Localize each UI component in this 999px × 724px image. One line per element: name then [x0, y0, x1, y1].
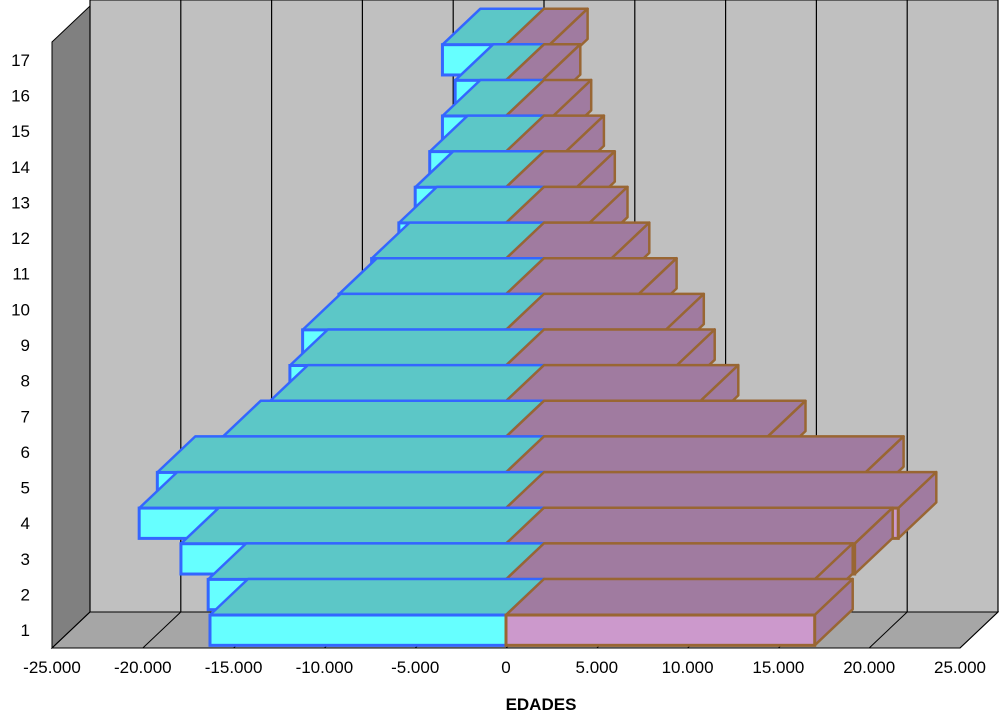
- bar-left-1: [208, 577, 546, 647]
- x-tick-label: 10.000: [662, 658, 714, 677]
- y-tick-label: 16: [11, 86, 30, 105]
- x-axis-title: EDADES: [506, 695, 577, 714]
- y-tick-label: 4: [21, 514, 30, 533]
- gridline-floor-1: [142, 611, 182, 649]
- bar-top-face: [137, 470, 546, 510]
- x-tick-label: -5.000: [391, 658, 439, 677]
- y-tick-label: 8: [21, 372, 30, 391]
- bar-top-face: [208, 577, 546, 617]
- bar-top-face: [504, 577, 854, 617]
- bars: [137, 7, 938, 647]
- bar-top-face: [301, 292, 546, 332]
- x-tick-label: 15.000: [752, 658, 804, 677]
- y-tick-label: 14: [11, 158, 30, 177]
- y-tick-label: 10: [11, 300, 30, 319]
- y-tick-label: 13: [11, 193, 30, 212]
- bar-top-face: [268, 363, 546, 403]
- x-axis-tick-labels: -25.000 -20.000 -15.000 -10.000 -5.000 0 5.000…: [23, 658, 986, 677]
- bar-front-face: [504, 613, 817, 647]
- bar-top-face: [504, 435, 905, 474]
- x-tick-label: 20.000: [843, 658, 895, 677]
- bar-top-face: [206, 542, 546, 581]
- bar-top-face: [504, 470, 938, 510]
- x-tick-label: -10.000: [296, 658, 354, 677]
- x-tick-label: 25.000: [934, 658, 986, 677]
- gridline-floor-9: [868, 611, 908, 649]
- x-tick-label: 5.000: [576, 658, 619, 677]
- bar-front-face: [208, 613, 508, 647]
- bar-top-face: [179, 506, 546, 545]
- bar-top-face: [504, 506, 894, 545]
- y-tick-label: 5: [21, 479, 30, 498]
- y-tick-label: 17: [11, 51, 30, 70]
- y-tick-label: 3: [21, 550, 30, 569]
- bar-top-face: [156, 435, 546, 474]
- y-tick-label: 15: [11, 122, 30, 141]
- y-tick-label: 9: [21, 336, 30, 355]
- bar-top-face: [221, 399, 546, 439]
- bar-top-face: [504, 399, 807, 439]
- bar-top-face: [288, 328, 546, 367]
- y-tick-label: 6: [21, 443, 30, 462]
- side-wall: [51, 4, 91, 650]
- bar-top-face: [504, 363, 740, 403]
- gridline-floor-0: [51, 611, 91, 649]
- y-tick-label: 7: [21, 407, 30, 426]
- y-tick-label: 2: [21, 586, 30, 605]
- gridline-floor-10: [959, 611, 999, 649]
- bar-top-face: [504, 542, 854, 581]
- bar-right-1: [504, 577, 854, 647]
- y-tick-label: 11: [12, 265, 30, 284]
- x-tick-label: -15.000: [205, 658, 263, 677]
- x-tick-label: -25.000: [23, 658, 81, 677]
- x-tick-label: -20.000: [114, 658, 172, 677]
- y-tick-label: 12: [11, 229, 30, 248]
- y-tick-label: 1: [21, 621, 30, 640]
- x-tick-label: 0: [501, 658, 510, 677]
